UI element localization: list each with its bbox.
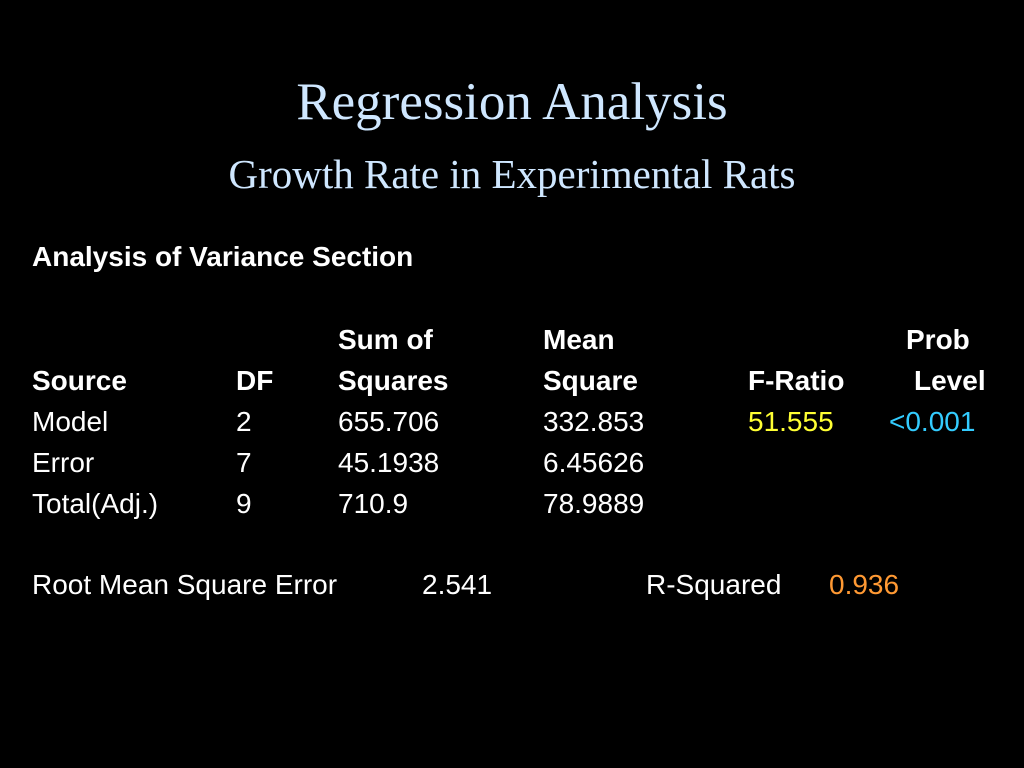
header-sum-of: Sum of <box>338 324 433 355</box>
header-level: Level <box>914 365 986 396</box>
row-df: 9 <box>236 488 252 519</box>
header-source: Source <box>32 365 127 396</box>
header-square: Square <box>543 365 638 396</box>
row-mean-square: 78.9889 <box>543 488 645 519</box>
rmse-value: 2.541 <box>422 569 493 600</box>
row-f-ratio: 51.555 <box>748 406 834 437</box>
row-sum-squares: 655.706 <box>338 406 440 437</box>
row-sum-squares: 45.1938 <box>338 447 440 478</box>
row-sum-squares: 710.9 <box>338 488 409 519</box>
header-f-ratio: F-Ratio <box>748 365 845 396</box>
row-source: Error <box>32 447 95 478</box>
rmse-label: Root Mean Square Error <box>32 569 338 600</box>
row-mean-square: 6.45626 <box>543 447 645 478</box>
slide-subtitle: Growth Rate in Experimental Rats <box>228 151 796 197</box>
row-source: Model <box>32 406 109 437</box>
row-mean-square: 332.853 <box>543 406 645 437</box>
header-squares: Squares <box>338 365 449 396</box>
r-squared-label: R-Squared <box>646 569 782 600</box>
row-source: Total(Adj.) <box>32 488 159 519</box>
row-df: 7 <box>236 447 252 478</box>
header-prob: Prob <box>906 324 970 355</box>
row-df: 2 <box>236 406 252 437</box>
header-mean: Mean <box>543 324 615 355</box>
r-squared-value: 0.936 <box>829 569 900 600</box>
slide-title: Regression Analysis <box>296 73 728 131</box>
row-prob-level: <0.001 <box>889 406 976 437</box>
section-heading: Analysis of Variance Section <box>32 241 414 272</box>
header-df: DF <box>236 365 274 396</box>
